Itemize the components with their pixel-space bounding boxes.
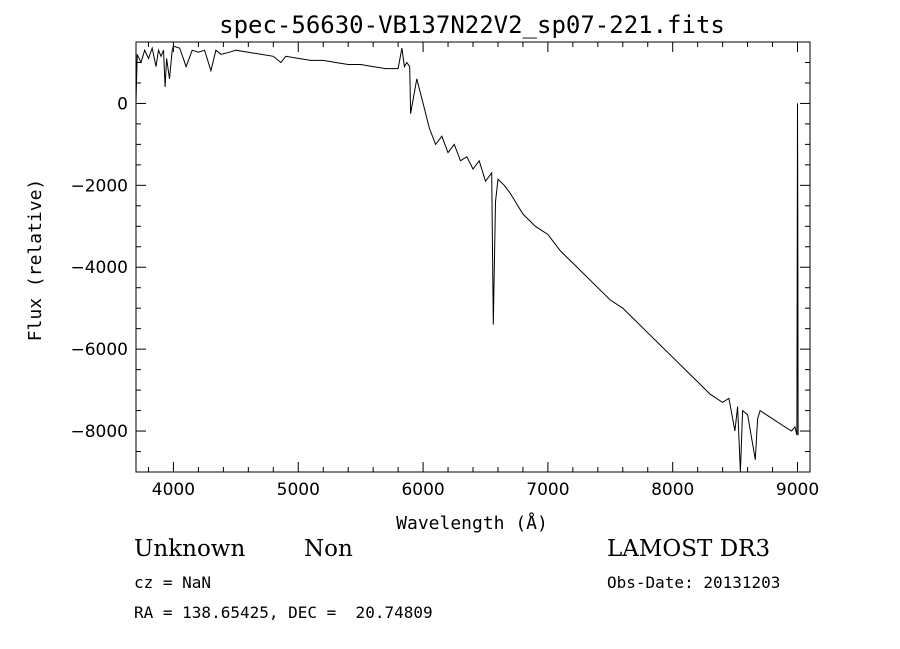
spectrum-line <box>135 45 799 473</box>
y-tick-label: −2000 <box>70 176 128 196</box>
x-axis-ticks: 4000 5000 6000 7000 8000 9000 <box>147 42 819 500</box>
coordinates-text: RA = 138.65425, DEC = 20.74809 <box>134 603 433 622</box>
obs-date: Obs-Date: 20131203 <box>607 573 781 592</box>
object-subclass: Non <box>304 536 353 562</box>
x-tick-label: 7000 <box>526 480 569 500</box>
chart-title: spec-56630-VB137N22V2_sp07-221.fits <box>219 11 725 39</box>
x-tick-label: 6000 <box>401 480 444 500</box>
x-tick-label: 8000 <box>651 480 694 500</box>
y-axis-label: Flux (relative) <box>25 179 46 342</box>
y-tick-label: −8000 <box>70 422 128 442</box>
redshift-text: cz = NaN <box>134 573 212 592</box>
plot-frame <box>135 41 811 473</box>
y-tick-label: −6000 <box>70 340 128 360</box>
x-axis-label: Wavelength (Å) <box>396 512 548 534</box>
x-tick-label: 5000 <box>277 480 320 500</box>
y-tick-label: −4000 <box>70 258 128 278</box>
survey-name: LAMOST DR3 <box>607 536 771 562</box>
y-tick-label: 0 <box>117 94 128 114</box>
x-tick-label: 9000 <box>776 480 819 500</box>
x-tick-label: 4000 <box>152 480 195 500</box>
y-axis-ticks: 0 −2000 −4000 −6000 −8000 <box>70 61 810 473</box>
object-class: Unknown <box>134 536 246 562</box>
